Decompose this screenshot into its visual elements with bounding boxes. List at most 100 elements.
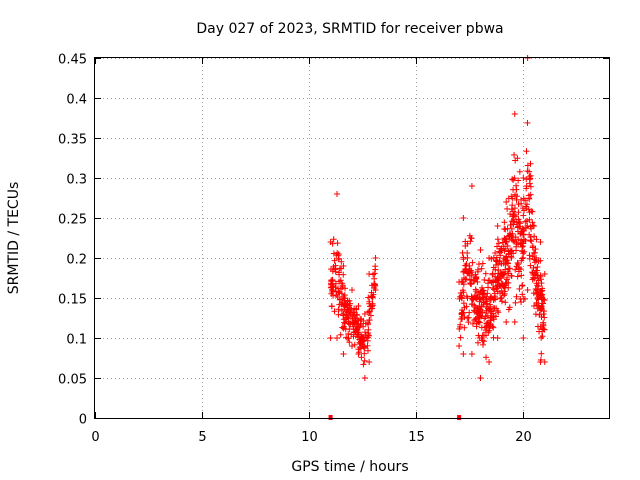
data-point xyxy=(477,375,484,381)
data-point xyxy=(527,262,534,269)
data-point xyxy=(349,320,356,327)
data-point xyxy=(529,222,536,229)
data-point xyxy=(530,290,537,297)
data-point xyxy=(531,233,538,240)
data-point xyxy=(515,261,522,268)
y-tick-label: 0.25 xyxy=(58,213,87,228)
data-point xyxy=(528,208,535,215)
data-point xyxy=(367,303,374,310)
data-point xyxy=(539,333,546,340)
data-point xyxy=(515,177,522,184)
data-point xyxy=(335,311,342,318)
data-point xyxy=(462,276,469,283)
data-point xyxy=(328,278,335,285)
data-point xyxy=(520,212,527,219)
data-point xyxy=(515,200,522,207)
data-point xyxy=(486,277,493,284)
data-point xyxy=(479,260,486,267)
data-point xyxy=(335,306,342,313)
data-point xyxy=(474,339,481,346)
data-point xyxy=(339,282,346,289)
data-point xyxy=(507,231,514,238)
y-tick-label: 0.4 xyxy=(66,93,87,108)
data-point xyxy=(484,290,491,297)
data-point xyxy=(369,293,376,300)
x-tick-label: 10 xyxy=(301,430,318,445)
data-point xyxy=(477,306,484,313)
y-tick-label: 0.15 xyxy=(58,293,87,308)
data-point xyxy=(472,316,479,323)
data-point xyxy=(331,257,338,264)
data-point xyxy=(486,255,493,261)
data-point xyxy=(541,314,548,321)
data-point xyxy=(523,217,530,224)
data-point xyxy=(476,306,483,313)
data-point xyxy=(530,264,537,271)
data-point xyxy=(517,241,524,248)
data-point xyxy=(514,259,521,266)
data-point xyxy=(520,335,527,341)
data-point xyxy=(511,319,518,325)
data-point xyxy=(537,305,544,312)
data-point xyxy=(460,309,467,316)
data-point xyxy=(533,291,540,298)
data-point xyxy=(518,272,525,279)
data-point xyxy=(514,273,521,280)
data-point xyxy=(535,258,542,265)
data-point xyxy=(527,223,534,230)
data-point xyxy=(519,282,526,289)
data-point xyxy=(349,309,356,316)
data-point xyxy=(349,287,355,293)
data-point xyxy=(476,319,483,326)
data-point xyxy=(538,334,545,341)
data-point xyxy=(345,304,352,311)
data-point xyxy=(468,351,475,357)
data-point xyxy=(511,218,518,225)
data-point xyxy=(507,247,514,254)
grid-lines xyxy=(95,58,609,418)
axis-ticks: 0 5 10 15 20 0 0.05 0.1 0.15 0.2 0.25 0.3 0.35 0.4 0.4… xyxy=(58,53,609,445)
data-point xyxy=(537,239,544,245)
data-point xyxy=(494,243,501,250)
data-point xyxy=(511,205,518,212)
data-point xyxy=(330,250,337,257)
y-tick-label: 0.05 xyxy=(58,373,87,388)
data-point xyxy=(460,289,467,296)
data-point xyxy=(468,293,475,300)
data-point xyxy=(479,341,486,348)
data-point xyxy=(508,254,515,261)
data-point xyxy=(337,331,344,338)
data-point xyxy=(516,168,523,175)
data-point xyxy=(366,316,373,323)
data-point xyxy=(538,350,545,357)
data-point xyxy=(534,295,541,302)
data-point xyxy=(365,330,372,337)
data-point xyxy=(335,269,342,276)
data-point xyxy=(492,293,499,300)
data-point xyxy=(476,298,483,305)
data-point xyxy=(468,235,475,242)
data-point xyxy=(354,334,361,341)
data-point xyxy=(338,258,345,265)
data-point xyxy=(519,291,526,298)
data-point xyxy=(495,270,502,277)
data-point xyxy=(341,292,348,299)
data-point xyxy=(361,375,368,381)
data-point xyxy=(523,183,530,190)
data-point xyxy=(465,314,472,321)
data-point xyxy=(538,304,545,311)
data-point xyxy=(355,303,362,309)
data-point xyxy=(372,255,379,261)
data-point xyxy=(327,239,334,245)
data-point xyxy=(533,301,540,308)
data-point xyxy=(530,271,537,278)
data-point xyxy=(473,273,480,280)
data-point xyxy=(508,273,515,280)
y-tick-label: 0.45 xyxy=(58,53,87,68)
data-point xyxy=(492,249,499,256)
data-point xyxy=(329,276,336,283)
data-point xyxy=(500,243,507,250)
data-point xyxy=(480,294,487,301)
data-point xyxy=(503,199,510,205)
data-point xyxy=(524,222,531,229)
